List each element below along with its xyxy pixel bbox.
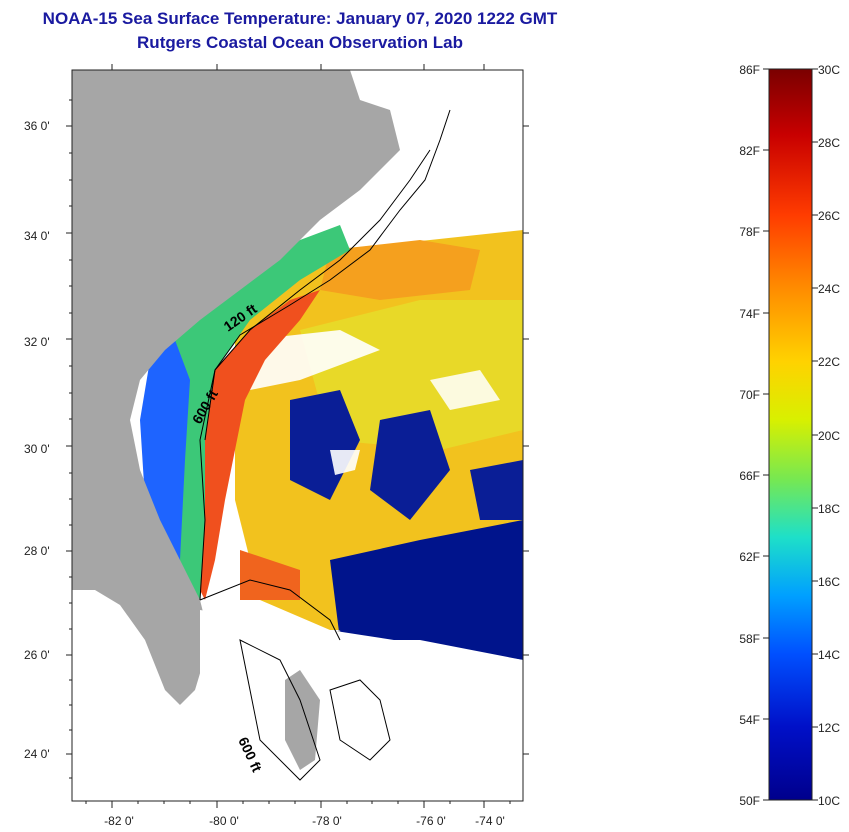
colorbar-c-label: 10C bbox=[818, 794, 840, 808]
colorbar-c-label: 30C bbox=[818, 63, 840, 77]
lon-tick-label: -74 0' bbox=[475, 814, 505, 828]
lon-tick-label: -80 0' bbox=[209, 814, 239, 828]
colorbar-c-label: 26C bbox=[818, 209, 840, 223]
colorbar-c-label: 14C bbox=[818, 648, 840, 662]
latitude-axis: 36 0' 34 0' 32 0' 30 0' 28 0' 26 0' 24 0… bbox=[24, 99, 529, 779]
colorbar-c-label: 22C bbox=[818, 355, 840, 369]
lat-tick-label: 36 0' bbox=[24, 119, 50, 133]
lat-tick-label: 34 0' bbox=[24, 229, 50, 243]
colorbar-f-label: 74F bbox=[739, 307, 760, 321]
lon-tick-label: -76 0' bbox=[416, 814, 446, 828]
sst-map bbox=[72, 70, 523, 801]
colorbar-c-label: 28C bbox=[818, 136, 840, 150]
colorbar-gradient bbox=[768, 68, 813, 801]
longitude-axis: -82 0' -80 0' -78 0' -76 0' -74 0' bbox=[85, 64, 511, 828]
cold-water-region bbox=[330, 520, 523, 660]
colorbar-f-label: 70F bbox=[739, 388, 760, 402]
map-title: NOAA-15 Sea Surface Temperature: January… bbox=[42, 9, 558, 28]
colorbar-c-label: 20C bbox=[818, 429, 840, 443]
colorbar-f-label: 58F bbox=[739, 632, 760, 646]
lon-tick-label: -78 0' bbox=[312, 814, 342, 828]
colorbar-c-label: 24C bbox=[818, 282, 840, 296]
lat-tick-label: 30 0' bbox=[24, 442, 50, 456]
gulf-stream bbox=[200, 290, 320, 600]
lat-tick-label: 28 0' bbox=[24, 544, 50, 558]
colorbar-f-label: 78F bbox=[739, 225, 760, 239]
lat-tick-label: 26 0' bbox=[24, 648, 50, 662]
lon-tick-label: -82 0' bbox=[104, 814, 134, 828]
colorbar-f-label: 86F bbox=[739, 63, 760, 77]
colorbar-f-label: 62F bbox=[739, 550, 760, 564]
map-subtitle: Rutgers Coastal Ocean Observation Lab bbox=[137, 33, 463, 52]
land-mass-us bbox=[72, 70, 400, 705]
lat-tick-label: 32 0' bbox=[24, 335, 50, 349]
colorbar-f-label: 50F bbox=[739, 794, 760, 808]
colorbar-f-label: 54F bbox=[739, 713, 760, 727]
colorbar-c-label: 16C bbox=[818, 575, 840, 589]
colorbar-c-label: 12C bbox=[818, 721, 840, 735]
lat-tick-label: 24 0' bbox=[24, 747, 50, 761]
colorbar: 86F 82F 78F 74F 70F 66F 62F 58F 54F 50F … bbox=[739, 63, 840, 808]
colorbar-f-label: 82F bbox=[739, 144, 760, 158]
map-frame bbox=[71, 69, 524, 802]
colorbar-c-label: 18C bbox=[818, 502, 840, 516]
colorbar-f-label: 66F bbox=[739, 469, 760, 483]
